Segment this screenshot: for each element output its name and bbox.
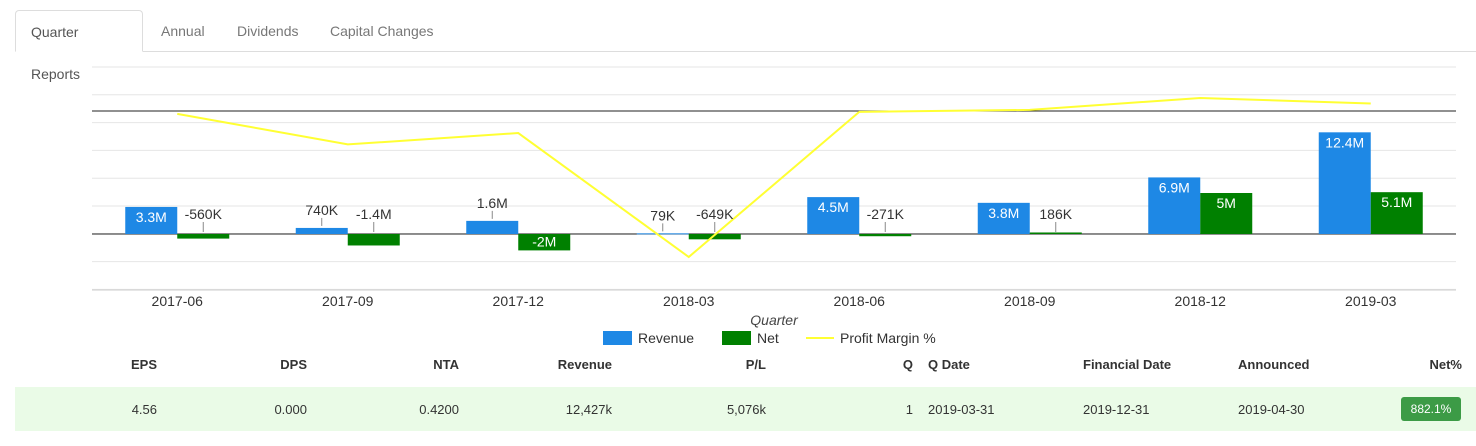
report-tabs: Quarter Reports Annual Dividends Capital…	[15, 10, 1476, 82]
revenue-data-label: 1.6M	[477, 195, 508, 211]
net-bar	[347, 234, 400, 246]
header-financial-date: Financial Date	[1083, 357, 1172, 372]
legend-revenue-swatch	[603, 331, 632, 345]
net-data-label: 5M	[1217, 195, 1236, 211]
net-bar	[518, 234, 571, 251]
net-bar	[177, 234, 230, 239]
revenue-data-label: 6.9M	[1159, 179, 1190, 195]
x-tick-label: 2017-06	[152, 293, 204, 309]
net-bar	[688, 234, 741, 240]
profit-margin-line	[177, 96, 1371, 259]
cell-announced: 2019-04-30	[1238, 402, 1305, 417]
revenue-data-label: 740K	[305, 202, 338, 218]
header-q-date: Q Date	[928, 357, 970, 372]
legend-revenue-label: Revenue	[638, 330, 694, 346]
x-tick-label: 2019-03	[1345, 293, 1397, 309]
net-bar	[1029, 232, 1082, 234]
net-data-label: 5.1M	[1381, 194, 1412, 210]
cell-nta: 0.4200	[419, 402, 459, 417]
x-axis: 2017-06 2017-09 2017-12 2018-03 2018-06 2018-…	[152, 293, 1397, 309]
legend-net-swatch	[722, 331, 751, 345]
header-pl: P/L	[745, 357, 766, 372]
chart-line	[177, 96, 1371, 259]
cell-dps: 0.000	[274, 402, 307, 417]
revenue-bar	[1148, 177, 1201, 234]
tab-capital-changes[interactable]: Capital Changes	[330, 23, 434, 39]
legend-profit-margin-label: Profit Margin %	[840, 330, 936, 346]
cell-financial-date: 2019-12-31	[1083, 402, 1150, 417]
revenue-bar	[977, 202, 1030, 234]
x-tick-label: 2018-06	[834, 293, 886, 309]
x-axis-title: Quarter	[750, 312, 799, 328]
legend-net-label: Net	[757, 330, 779, 346]
x-tick-label: 2017-09	[322, 293, 374, 309]
net-percent-badge: 882.1%	[1401, 397, 1461, 421]
net-bar	[1370, 192, 1423, 234]
net-bar	[859, 234, 912, 237]
header-nta: NTA	[433, 357, 459, 372]
net-data-label: -649K	[696, 206, 734, 222]
revenue-bar	[466, 220, 519, 234]
tab-quarter-reports[interactable]: Quarter Reports	[15, 10, 143, 82]
net-data-label: 186K	[1039, 206, 1072, 222]
revenue-data-label: 4.5M	[818, 199, 849, 215]
net-bar	[1200, 193, 1253, 234]
net-data-label: -560K	[185, 206, 223, 222]
revenue-bar	[125, 206, 178, 234]
cell-eps: 4.56	[131, 402, 157, 417]
x-tick-label: 2018-03	[663, 293, 715, 309]
net-data-label: -271K	[867, 206, 905, 222]
cell-pl: 5,076k	[726, 402, 766, 417]
revenue-bar	[636, 233, 689, 235]
chart-bars	[125, 132, 1423, 251]
revenue-data-label: 12.4M	[1325, 134, 1364, 150]
net-data-label: -1.4M	[356, 206, 392, 222]
revenue-bar	[1318, 132, 1371, 234]
header-q: Q	[902, 357, 913, 372]
revenue-bar	[807, 197, 860, 234]
quarterly-chart: 3.3M -560K 740K -1.4M 1.6M -2M 79K -649K 4.5M -27…	[92, 66, 1456, 346]
revenue-bar	[295, 227, 348, 234]
table-row[interactable]	[15, 387, 1476, 431]
header-eps: EPS	[130, 357, 157, 372]
header-announced: Announced	[1238, 357, 1310, 372]
header-dps: DPS	[280, 357, 307, 372]
header-revenue: Revenue	[557, 357, 612, 372]
revenue-data-label: 3.8M	[988, 205, 1019, 221]
cell-q-date: 2019-03-31	[928, 402, 995, 417]
tab-dividends[interactable]: Dividends	[237, 23, 299, 39]
revenue-data-label: 3.3M	[136, 209, 167, 225]
revenue-data-label: 79K	[650, 207, 676, 223]
chart-labels: 3.3M -560K 740K -1.4M 1.6M -2M 79K -649K 4.5M -27…	[136, 134, 1413, 249]
x-tick-label: 2018-09	[1004, 293, 1056, 309]
cell-revenue: 12,427k	[565, 402, 612, 417]
chart-legend: Revenue Net Profit Margin %	[603, 330, 936, 346]
x-tick-label: 2018-12	[1175, 293, 1227, 309]
x-tick-label: 2017-12	[493, 293, 545, 309]
header-net-percent: Net%	[1429, 357, 1462, 372]
tab-annual[interactable]: Annual	[161, 23, 205, 39]
cell-q: 1	[905, 402, 913, 417]
net-data-label: -2M	[532, 233, 556, 249]
